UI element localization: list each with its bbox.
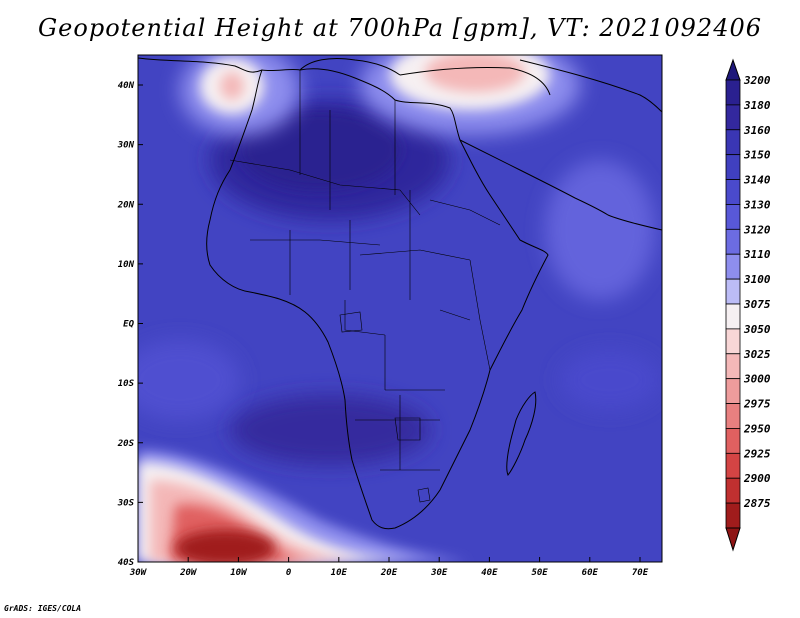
lat-label: 10N xyxy=(118,260,135,270)
iberian-trough-core xyxy=(220,72,244,100)
lon-label: 60E xyxy=(582,568,599,578)
lon-label: 40E xyxy=(481,568,498,578)
colorbar: 3200 3180 3160 3150 3140 3130 3120 3110 3100 3075… xyxy=(725,58,771,552)
colorbar-label: 2975 xyxy=(743,398,771,411)
lon-label: 50E xyxy=(531,568,548,578)
colorbar-label: 3075 xyxy=(743,298,771,311)
colorbar-segment xyxy=(725,104,741,131)
colorbar-label: 2875 xyxy=(743,497,771,510)
lat-label: EQ xyxy=(123,320,134,330)
colorbar-label: 2900 xyxy=(743,472,771,485)
madagascar-coastline xyxy=(506,391,537,476)
colorbar-label: 2925 xyxy=(743,447,771,460)
colorbar-label: 3130 xyxy=(743,198,771,211)
colorbar-label: 3200 xyxy=(743,74,771,87)
map-frame xyxy=(137,54,663,563)
lon-label: 30W xyxy=(129,568,148,578)
colorbar-segment xyxy=(725,253,741,280)
colorbar-label: 3140 xyxy=(743,174,771,187)
lon-label: 20E xyxy=(380,568,398,578)
colorbar-segment xyxy=(725,129,741,156)
europe-coast xyxy=(299,57,401,76)
colorbar-label: 3160 xyxy=(743,124,771,137)
lon-label: 10W xyxy=(230,568,248,578)
colorbar-segment xyxy=(725,204,741,230)
colorbar-segment xyxy=(725,378,741,404)
coastlines xyxy=(138,57,662,530)
colorbar-label: 3180 xyxy=(743,99,771,112)
lon-label: 10E xyxy=(331,568,348,578)
lat-label: 30S xyxy=(117,498,135,508)
lon-label: 70E xyxy=(632,568,649,578)
lon-label: 0 xyxy=(286,568,292,578)
latitude-axis: 40N 30N 20N 10N EQ 10S 20S 30S 40S xyxy=(117,81,143,568)
chart-title: Geopotential Height at 700hPa [gpm], VT:… xyxy=(38,14,762,42)
borders xyxy=(229,70,501,471)
southern-trough-core xyxy=(175,530,275,562)
colorbar-segment xyxy=(725,353,741,380)
colorbar-segment xyxy=(725,154,741,180)
map-panel xyxy=(138,55,662,562)
africa-coastline xyxy=(206,68,549,530)
lat-label: 40S xyxy=(118,558,135,568)
turkey-coast xyxy=(399,66,551,96)
longitude-axis: 30W 20W 10W 0 10E 20E 30E 40E 50E 60E 70E xyxy=(129,557,649,578)
lat-label: 40N xyxy=(118,81,135,91)
asia-coast xyxy=(519,59,662,113)
colorbar-label: 3050 xyxy=(743,323,771,336)
atlantic-feature xyxy=(138,340,240,420)
lat-label: 10S xyxy=(118,379,135,389)
colorbar-segment xyxy=(725,228,741,255)
arabia-coast xyxy=(459,139,662,231)
colorbar-segment xyxy=(725,403,741,429)
small-borders xyxy=(339,311,431,503)
southern-high xyxy=(230,395,430,465)
colorbar-segment xyxy=(725,328,741,355)
colorbar-segment xyxy=(725,502,741,529)
colorbar-label: 2950 xyxy=(743,422,771,435)
colorbar-segment xyxy=(725,452,741,479)
indian-ocean-feature xyxy=(560,350,660,410)
turkey-trough-core xyxy=(425,55,525,92)
colorbar-segment xyxy=(725,303,741,330)
country-borders xyxy=(229,70,501,503)
grads-credit: GrADS: IGES/COLA xyxy=(4,604,82,613)
arabian-sea-low xyxy=(545,160,655,300)
colorbar-bottom-arrow xyxy=(725,527,741,552)
colorbar-label: 3025 xyxy=(743,348,771,361)
lon-label: 30E xyxy=(430,568,448,578)
colorbar-segment xyxy=(725,477,741,504)
colorbar-label: 3000 xyxy=(743,373,771,386)
colorbar-segment xyxy=(725,428,741,454)
lat-label: 20S xyxy=(117,439,135,449)
colorbar-label: 3120 xyxy=(743,223,771,236)
colorbar-label: 3100 xyxy=(743,273,771,286)
iberia-coast xyxy=(138,57,263,73)
colorbar-segment xyxy=(725,278,741,305)
colorbar-segment xyxy=(725,79,741,106)
colorbar-label: 3150 xyxy=(743,149,771,162)
lon-label: 20W xyxy=(179,568,198,578)
colorbar-top-arrow xyxy=(725,58,741,81)
lat-label: 30N xyxy=(117,141,135,151)
sahara-high-core xyxy=(240,110,400,190)
colorbar-label: 3110 xyxy=(743,248,771,261)
colorbar-segment xyxy=(725,179,741,205)
lat-label: 20N xyxy=(117,200,135,210)
